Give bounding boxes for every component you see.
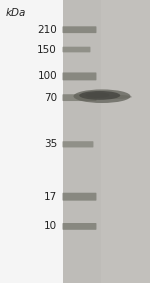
FancyBboxPatch shape (63, 193, 96, 201)
Text: 210: 210 (37, 25, 57, 35)
FancyBboxPatch shape (63, 26, 96, 33)
FancyBboxPatch shape (63, 47, 90, 52)
Ellipse shape (79, 91, 120, 100)
Ellipse shape (74, 89, 130, 103)
Text: 35: 35 (44, 139, 57, 149)
Ellipse shape (100, 95, 132, 99)
Text: 10: 10 (44, 221, 57, 231)
FancyBboxPatch shape (63, 141, 93, 147)
FancyBboxPatch shape (63, 94, 96, 101)
FancyBboxPatch shape (63, 223, 96, 230)
Bar (0, 0, 63, 283)
Bar (63, 0, 150, 283)
Text: kDa: kDa (6, 8, 26, 18)
Bar (63, 0, 100, 283)
FancyBboxPatch shape (63, 72, 96, 80)
Text: 100: 100 (37, 71, 57, 82)
Text: 70: 70 (44, 93, 57, 103)
Ellipse shape (85, 93, 109, 98)
Text: 150: 150 (37, 44, 57, 55)
Text: 17: 17 (44, 192, 57, 202)
